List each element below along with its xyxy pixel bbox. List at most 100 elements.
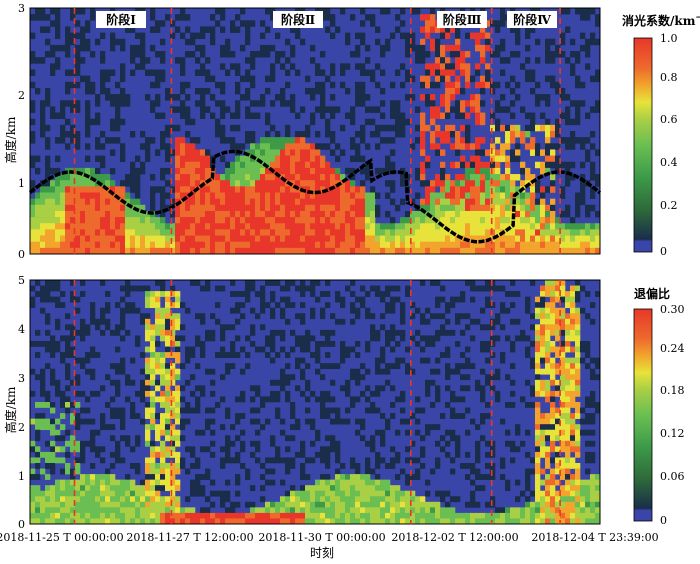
extinction-cell (230, 204, 236, 212)
extinction-cell (450, 235, 456, 242)
extinction-cell (475, 94, 481, 101)
depolarization-cell (360, 490, 366, 497)
extinction-cell (260, 192, 266, 199)
depolarization-cell (410, 501, 416, 508)
depolarization-cell (415, 468, 421, 475)
extinction-cell (400, 112, 406, 119)
depolarization-cell (540, 324, 546, 331)
extinction-cell (345, 235, 351, 242)
depolarization-cell (40, 451, 46, 458)
depolarization-cell (70, 435, 76, 442)
depolarization-cell (155, 341, 161, 347)
depolarization-cell (160, 501, 166, 508)
depolarization-cell (430, 468, 436, 475)
depolarization-cell (295, 518, 301, 525)
extinction-cell (500, 217, 506, 224)
depolarization-cell (215, 285, 221, 292)
extinction-cell (395, 235, 401, 242)
extinction-cell (485, 81, 491, 89)
extinction-cell (60, 204, 66, 212)
extinction-cell (30, 223, 36, 230)
depolarization-cell (575, 363, 581, 370)
extinction-cell (55, 217, 61, 224)
depolarization-cell (325, 280, 331, 286)
depolarization-cell (565, 368, 571, 375)
depolarization-cell (575, 496, 581, 503)
extinction-cell (545, 149, 551, 156)
extinction-cell (415, 137, 421, 144)
depolarization-cell (60, 501, 66, 508)
extinction-cell (375, 192, 381, 199)
extinction-cell (220, 124, 226, 132)
extinction-cell (490, 174, 496, 181)
depolarization-cell (305, 485, 311, 492)
depolarization-cell (365, 468, 371, 475)
extinction-cell (550, 161, 556, 169)
depolarization-cell (75, 296, 81, 303)
extinction-cell (535, 198, 541, 206)
depolarization-cell (455, 512, 461, 519)
extinction-cell (405, 44, 411, 52)
extinction-cell (435, 229, 441, 236)
extinction-cell (145, 94, 151, 101)
depolarization-cell (560, 512, 566, 519)
extinction-cell (255, 204, 261, 212)
extinction-cell (180, 149, 186, 156)
depolarization-cell (565, 318, 571, 325)
extinction-cell (35, 155, 41, 163)
extinction-cell (550, 143, 556, 150)
depolarization-cell (120, 296, 126, 303)
extinction-cell (385, 247, 391, 255)
depolarization-cell (175, 512, 181, 519)
depolarization-cell (530, 390, 536, 397)
extinction-cell (385, 137, 391, 144)
extinction-cell (590, 167, 596, 175)
depolarization-cell (35, 418, 41, 425)
depolarization-cell (490, 285, 496, 292)
extinction-cell (130, 235, 136, 242)
depolarization-cell (570, 474, 576, 480)
extinction-cell (390, 137, 396, 144)
extinction-cell (30, 241, 36, 249)
depolarization-cell (585, 346, 591, 353)
depolarization-cell (90, 512, 96, 519)
extinction-cell (270, 161, 276, 169)
depolarization-cell (175, 507, 181, 514)
depolarization-cell (310, 518, 316, 525)
extinction-cell (320, 106, 326, 113)
extinction-cell (165, 124, 171, 132)
depolarization-cell (560, 280, 566, 286)
extinction-cell (315, 229, 321, 236)
depolarization-cell (80, 318, 86, 325)
extinction-cell (525, 174, 531, 181)
extinction-cell (535, 180, 541, 187)
depolarization-cell (270, 507, 276, 514)
extinction-cell (440, 26, 446, 33)
extinction-cell (280, 149, 286, 156)
extinction-cell (50, 210, 56, 218)
depolarization-cell (405, 490, 411, 497)
depolarization-cell (575, 357, 581, 364)
extinction-cell (510, 75, 516, 83)
extinction-cell (240, 8, 246, 15)
depolarization-cell (160, 512, 166, 519)
extinction-cell (120, 235, 126, 242)
extinction-cell (130, 204, 136, 212)
depolarization-cell (570, 424, 576, 431)
depolarization-cell (110, 451, 116, 458)
extinction-cell (160, 131, 166, 138)
extinction-cell (350, 174, 356, 181)
depolarization-cell (255, 418, 261, 425)
depolarization-cell (535, 313, 541, 320)
depolarization-cell (565, 357, 571, 364)
depolarization-cell (205, 474, 211, 480)
extinction-cell (45, 217, 51, 224)
depolarization-cell (375, 490, 381, 497)
depolarization-cell (465, 363, 471, 370)
depolarization-cell (385, 291, 391, 297)
depolarization-cell (190, 407, 196, 414)
depolarization-cell (420, 280, 426, 286)
extinction-cell (155, 241, 161, 249)
extinction-cell (575, 51, 581, 58)
depolarization-cell (385, 363, 391, 370)
